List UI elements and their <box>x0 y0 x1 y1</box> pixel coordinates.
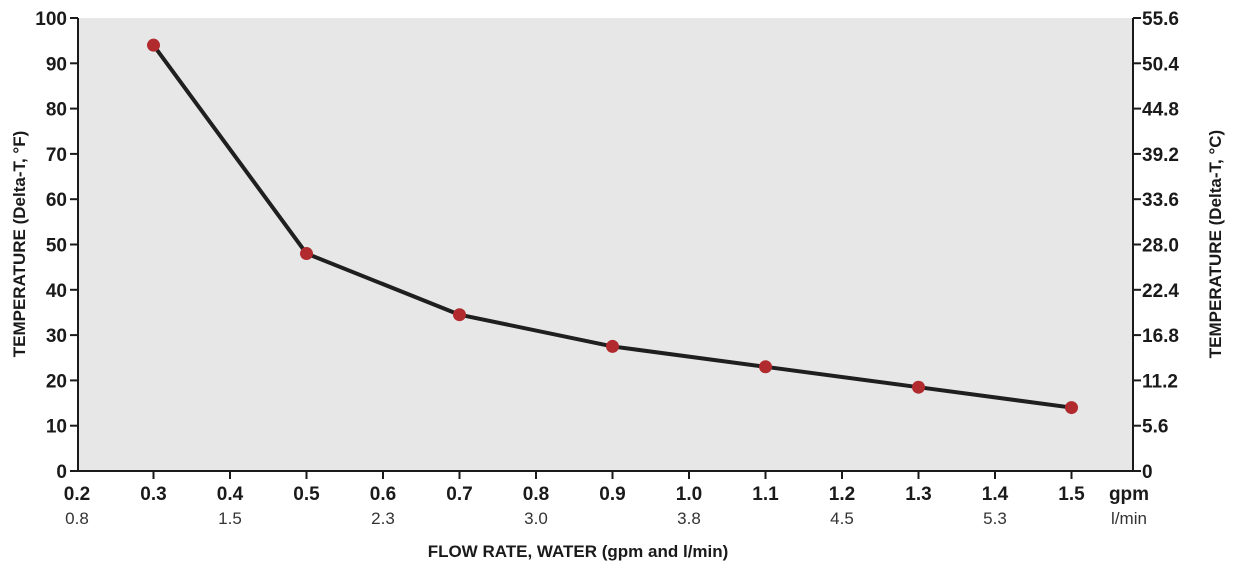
x-tick-label: 0.7 <box>446 484 472 505</box>
left-y-tick-label: 60 <box>46 190 67 211</box>
x-secondary-label: 4.5 <box>830 509 854 528</box>
x-tick-label: 0.2 <box>64 484 90 505</box>
data-point <box>453 308 466 322</box>
series-layer <box>147 38 1078 415</box>
x-secondary-label: 2.3 <box>371 509 395 528</box>
right-y-tick-label: 50.4 <box>1142 54 1179 75</box>
x-tick-label: 0.8 <box>523 484 549 505</box>
left-y-tick-label: 70 <box>46 145 67 166</box>
x-tick-label: 0.4 <box>217 484 244 505</box>
right-y-tick-label: 28.0 <box>1142 236 1179 257</box>
x-secondary-label: 3.0 <box>524 509 548 528</box>
data-point <box>147 38 160 52</box>
x-tick-label: 1.5 <box>1058 484 1085 505</box>
x-tick-label: 1.1 <box>752 484 779 505</box>
right-y-tick-label: 44.8 <box>1142 100 1179 121</box>
x-tick-label: 1.0 <box>676 484 702 505</box>
left-y-tick-label: 30 <box>46 326 67 347</box>
x-tick-label: 1.3 <box>905 484 931 505</box>
right-y-axis-title: TEMPERATURE (Delta-T, °C) <box>1206 130 1225 358</box>
left-y-tick-label: 100 <box>35 9 67 30</box>
right-y-tick-label: 22.4 <box>1142 281 1179 302</box>
x-secondary-label: 1.5 <box>218 509 242 528</box>
left-y-tick-label: 10 <box>46 417 67 438</box>
data-point <box>300 247 313 261</box>
left-y-tick-label: 20 <box>46 371 67 392</box>
data-point <box>1065 401 1078 415</box>
right-y-tick-label: 11.2 <box>1142 371 1178 392</box>
left-y-tick-label: 0 <box>56 462 67 483</box>
x-secondary-label: 3.8 <box>677 509 701 528</box>
x-secondary-label: 0.8 <box>65 509 89 528</box>
x-axis-title: FLOW RATE, WATER (gpm and l/min) <box>428 542 729 561</box>
left-y-tick-label: 80 <box>46 100 67 121</box>
data-point <box>912 380 925 394</box>
right-y-tick-label: 33.6 <box>1142 190 1179 211</box>
x-tick-label: 1.4 <box>982 484 1009 505</box>
x-secondary-label: 5.3 <box>983 509 1007 528</box>
x-tick-label: 0.6 <box>370 484 396 505</box>
x-tick-label: 0.9 <box>599 484 625 505</box>
left-y-tick-label: 40 <box>46 281 67 302</box>
left-y-tick-label: 90 <box>46 54 67 75</box>
x-tick-label: 0.3 <box>140 484 166 505</box>
x-tick-label: 1.2 <box>829 484 855 505</box>
left-y-axis: 0 10 20 30 40 50 60 70 80 90 100 <box>35 9 78 483</box>
right-y-axis: 0 5.6 11.2 16.8 22.4 28.0 33.6 39.2 44.8 50.4 55.6 <box>1133 9 1179 483</box>
right-y-tick-label: 55.6 <box>1142 9 1179 30</box>
data-point <box>606 339 619 353</box>
x-tick-label: 0.5 <box>293 484 320 505</box>
x-unit-lmin: l/min <box>1111 509 1147 528</box>
left-y-tick-label: 50 <box>46 236 67 257</box>
left-y-axis-title: TEMPERATURE (Delta-T, °F) <box>10 131 29 358</box>
x-unit-gpm: gpm <box>1109 484 1149 505</box>
right-y-tick-label: 39.2 <box>1142 145 1179 166</box>
data-point <box>759 360 772 374</box>
right-y-tick-label: 5.6 <box>1142 417 1168 438</box>
right-y-tick-label: 16.8 <box>1142 326 1179 347</box>
plot-area <box>78 18 1133 471</box>
right-y-tick-label: 0 <box>1142 462 1153 483</box>
x-axis: 0.2 0.3 0.4 0.5 0.6 0.7 0.8 0.9 1.0 1.1 1.2 1.3 1.4 1… <box>64 471 1149 528</box>
